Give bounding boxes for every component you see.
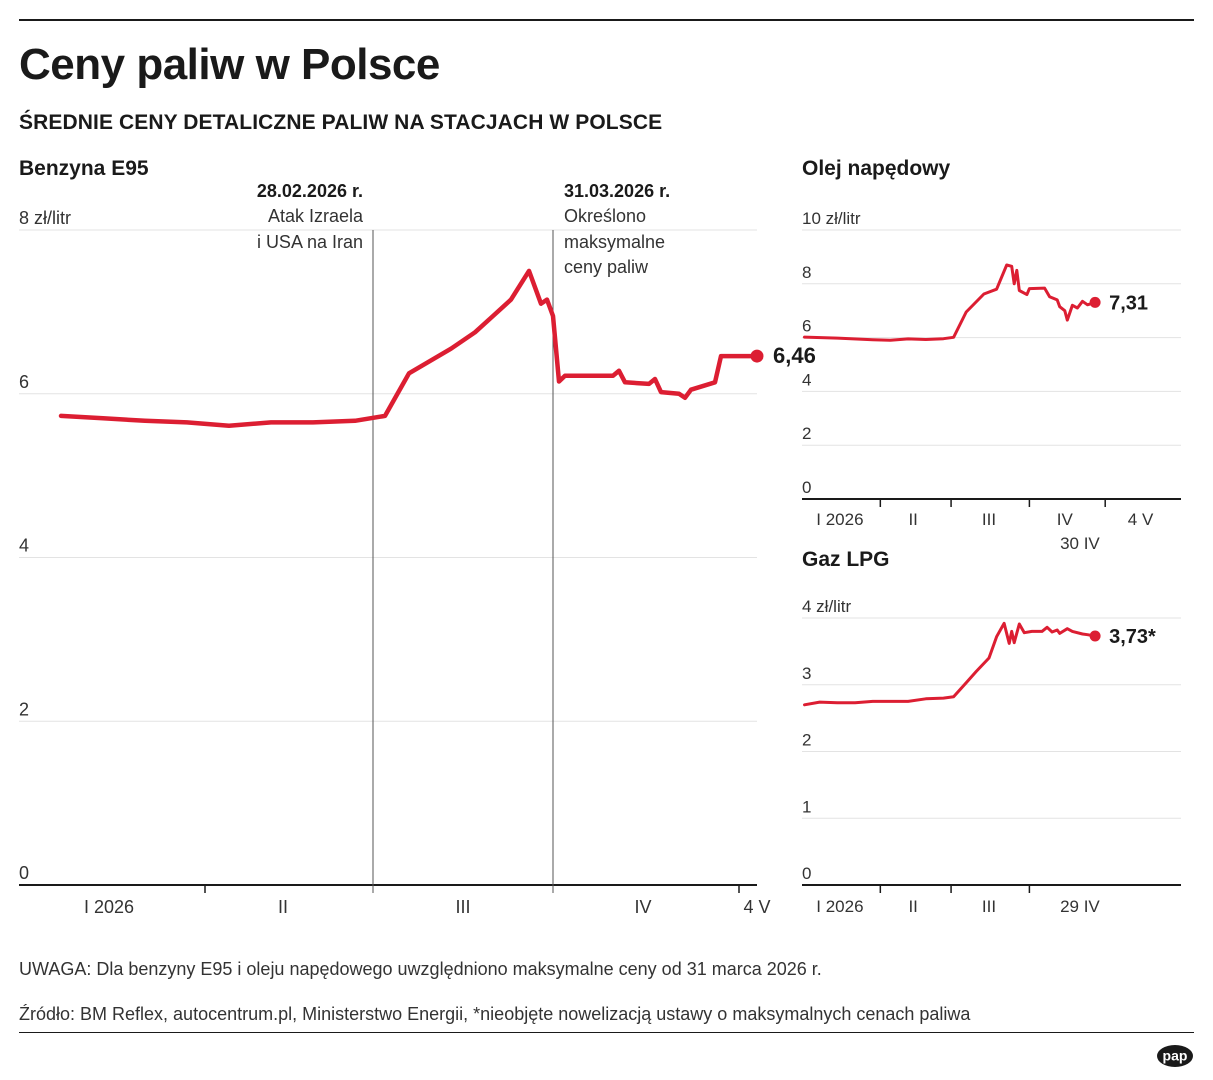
pap-logo: pap [1157, 1045, 1193, 1067]
chart-title-lpg: Gaz LPG [802, 548, 890, 571]
pap-logo-badge [1157, 1045, 1193, 1067]
bottom-rule [19, 1032, 1194, 1033]
x-tick-label-diesel: 4 V [1128, 510, 1154, 529]
pap-logo-text: pap [1163, 1048, 1188, 1064]
footnote: UWAGA: Dla benzyny E95 i oleju napędoweg… [19, 959, 822, 979]
x-tick-label-diesel: I 2026 [816, 510, 863, 529]
x-tick-label-e95: 4 V [743, 897, 770, 917]
x-tick-label-lpg: I 2026 [816, 897, 863, 916]
y-tick-label-lpg: 3 [802, 664, 811, 683]
x-tick-label-diesel: III [982, 510, 996, 529]
chart-title-e95: Benzyna E95 [19, 157, 149, 180]
end-value-label-diesel: 7,31 [1109, 292, 1148, 314]
chart-title-diesel: Olej napędowy [802, 157, 951, 180]
y-tick-label-diesel: 10 zł/litr [802, 209, 861, 228]
event-text-1: Atak Izraela [268, 206, 364, 226]
y-tick-label-diesel: 2 [802, 424, 811, 443]
y-tick-label-diesel: 0 [802, 478, 811, 497]
y-tick-label-e95: 4 [19, 536, 29, 556]
y-tick-label-lpg: 1 [802, 797, 811, 816]
x-tick-label-diesel: II [908, 510, 917, 529]
x-tick-sublabel-diesel: 30 IV [1060, 534, 1100, 553]
event-text-2: Określono [564, 206, 646, 226]
page-title: Ceny paliw w Polsce [19, 40, 440, 89]
y-tick-label-e95: 2 [19, 699, 29, 719]
x-tick-label-e95: II [278, 897, 288, 917]
y-tick-label-lpg: 4 zł/litr [802, 597, 851, 616]
x-tick-label-diesel: IV [1057, 510, 1074, 529]
y-tick-label-diesel: 6 [802, 317, 811, 336]
event-date-2: 31.03.2026 r. [564, 181, 670, 201]
y-tick-label-e95: 6 [19, 372, 29, 392]
x-tick-label-lpg: 29 IV [1060, 897, 1100, 916]
x-tick-label-lpg: III [982, 897, 996, 916]
end-point-lpg [1089, 630, 1101, 642]
event-text-2: ceny paliw [564, 257, 649, 277]
x-tick-label-lpg: II [908, 897, 917, 916]
event-date-1: 28.02.2026 r. [257, 181, 363, 201]
end-value-label-e95: 6,46 [773, 343, 816, 368]
price-line-diesel [803, 263, 1097, 342]
y-tick-label-diesel: 8 [802, 263, 811, 282]
x-tick-label-e95: IV [634, 897, 651, 917]
top-rule [19, 19, 1194, 21]
end-value-label-lpg: 3,73* [1109, 626, 1156, 648]
y-tick-label-diesel: 4 [802, 370, 811, 389]
y-tick-label-e95: 8 zł/litr [19, 208, 71, 228]
x-tick-label-e95: III [455, 897, 470, 917]
end-point-diesel [1089, 296, 1101, 308]
y-tick-label-lpg: 0 [802, 864, 811, 883]
event-text-1: i USA na Iran [257, 232, 363, 252]
y-tick-label-lpg: 2 [802, 731, 811, 750]
event-text-2: maksymalne [564, 232, 665, 252]
page-subtitle: ŚREDNIE CENY DETALICZNE PALIW NA STACJAC… [19, 111, 663, 134]
price-line-e95 [58, 268, 760, 428]
price-line-lpg [803, 621, 1097, 707]
source-line: Źródło: BM Reflex, autocentrum.pl, Minis… [19, 1004, 971, 1024]
y-tick-label-e95: 0 [19, 863, 29, 883]
x-tick-label-e95: I 2026 [84, 897, 134, 917]
end-point-e95 [750, 349, 764, 363]
